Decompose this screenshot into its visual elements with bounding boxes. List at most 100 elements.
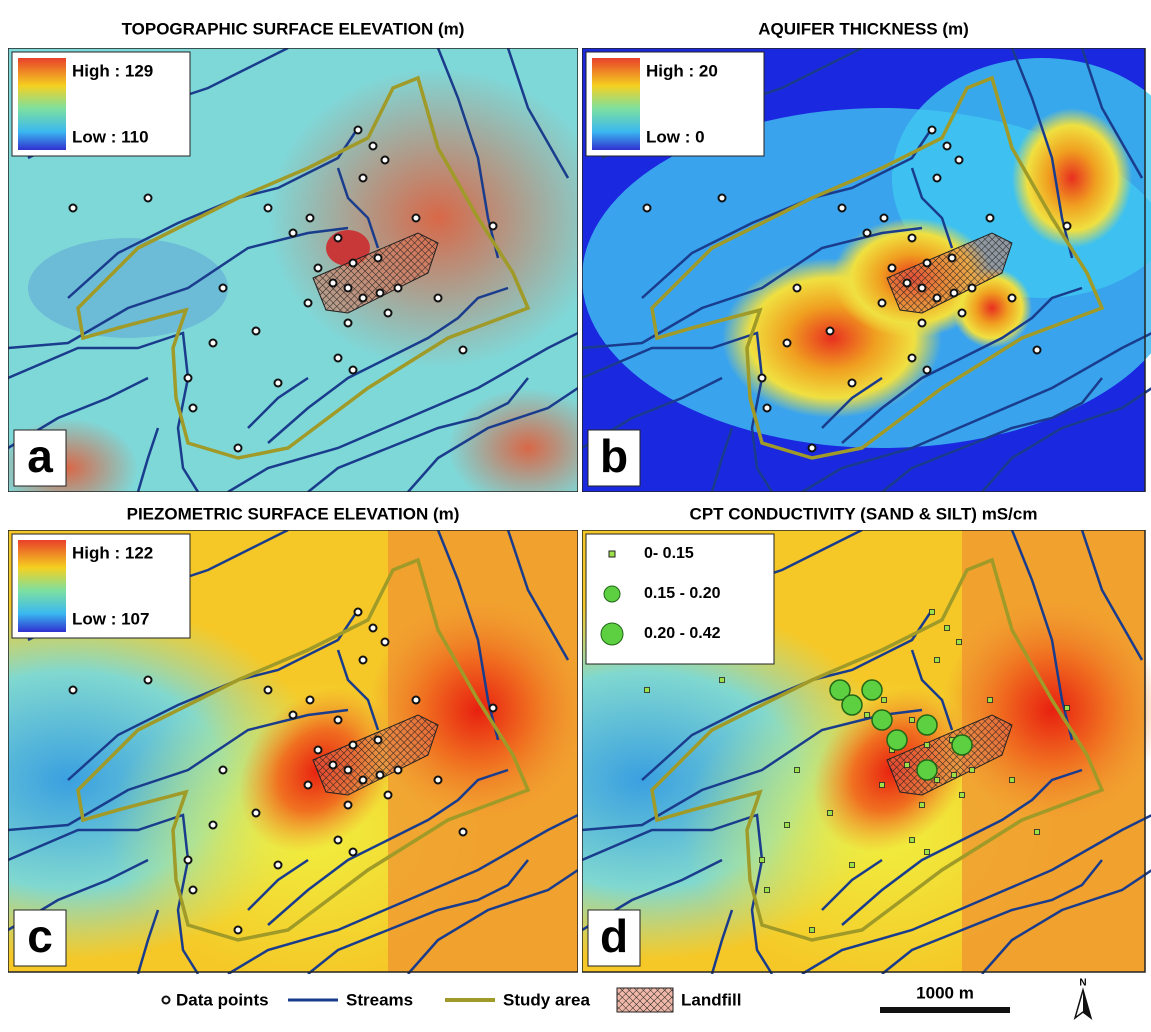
cpt-point [920, 803, 925, 808]
legend-label: Data points [176, 990, 269, 1009]
data-point [909, 235, 916, 242]
legend-label: Landfill [681, 990, 741, 1009]
data-point [275, 380, 282, 387]
data-point [355, 609, 362, 616]
panel-letter: a [27, 430, 53, 482]
class-label: 0.15 - 0.20 [644, 585, 721, 602]
data-point [382, 639, 389, 646]
data-point [360, 777, 367, 784]
data-point [335, 837, 342, 844]
data-point [413, 697, 420, 704]
data-point [305, 782, 312, 789]
cpt-point-large [872, 710, 892, 730]
north-label: N [1079, 978, 1086, 989]
data-point [490, 705, 497, 712]
data-point [70, 687, 77, 694]
data-point [350, 260, 357, 267]
data-point [849, 380, 856, 387]
panel-letter: b [600, 430, 628, 482]
cpt-point [960, 793, 965, 798]
panel-title: AQUIFER THICKNESS (m) [758, 19, 969, 38]
data-point [1034, 347, 1041, 354]
data-point [345, 802, 352, 809]
data-point [827, 328, 834, 335]
data-point [1009, 295, 1016, 302]
data-point [809, 445, 816, 452]
data-point [879, 300, 886, 307]
panel-title: TOPOGRAPHIC SURFACE ELEVATION (m) [122, 19, 465, 38]
data-point [413, 215, 420, 222]
cpt-point [1065, 706, 1070, 711]
class-symbol [609, 551, 615, 557]
data-point [185, 375, 192, 382]
data-point [290, 230, 297, 237]
cpt-point [952, 773, 957, 778]
class-symbol [601, 623, 623, 645]
data-point [881, 215, 888, 222]
data-point [235, 445, 242, 452]
class-label: 0- 0.15 [644, 545, 694, 562]
data-point [220, 285, 227, 292]
legend-low: Low : 110 [72, 127, 149, 146]
data-point [305, 300, 312, 307]
figure: TOPOGRAPHIC SURFACE ELEVATION (m) High : … [0, 0, 1151, 1032]
cpt-point [882, 698, 887, 703]
data-point [345, 285, 352, 292]
cpt-point [645, 688, 650, 693]
panel-title: CPT CONDUCTIVITY (SAND & SILT) mS/cm [690, 504, 1038, 523]
data-point [375, 737, 382, 744]
data-point [460, 347, 467, 354]
cpt-point [785, 823, 790, 828]
cpt-point-large [842, 695, 862, 715]
data-point [253, 328, 260, 335]
data-point [253, 810, 260, 817]
color-ramp [18, 58, 66, 150]
data-point [864, 230, 871, 237]
data-point [377, 290, 384, 297]
legend-low: Low : 0 [646, 127, 705, 146]
color-ramp [18, 540, 66, 632]
legend-high: High : 129 [72, 61, 153, 80]
data-point [839, 205, 846, 212]
data-point [460, 829, 467, 836]
data-point [220, 767, 227, 774]
legend-low: Low : 107 [72, 609, 149, 628]
cpt-point-large [917, 760, 937, 780]
cpt-point [828, 811, 833, 816]
data-point [335, 717, 342, 724]
data-point [355, 127, 362, 134]
cpt-point [720, 678, 725, 683]
data-point [210, 822, 217, 829]
data-point [185, 857, 192, 864]
data-point [360, 175, 367, 182]
data-point [385, 792, 392, 799]
panel-title: PIEZOMETRIC SURFACE ELEVATION (m) [127, 504, 460, 523]
data-point [435, 777, 442, 784]
data-point [934, 175, 941, 182]
data-point [395, 767, 402, 774]
data-point [889, 265, 896, 272]
data-point [335, 235, 342, 242]
cpt-point [957, 640, 962, 645]
legend-high: High : 122 [72, 543, 153, 562]
data-point [377, 772, 384, 779]
cpt-point [935, 778, 940, 783]
map-panel: TOPOGRAPHIC SURFACE ELEVATION (m) High : … [0, 19, 608, 518]
cpt-point [795, 768, 800, 773]
page: {"panels":[ {"title":"TOPOGRAPHIC SURFAC… [0, 0, 1151, 1032]
data-point [759, 375, 766, 382]
data-point [395, 285, 402, 292]
cpt-point [935, 658, 940, 663]
cpt-point [760, 858, 765, 863]
surface-high [268, 68, 608, 368]
data-point [1064, 223, 1071, 230]
map-panel: AQUIFER THICKNESS (m)High : 20Low : 0b [582, 19, 1151, 492]
data-point [909, 355, 916, 362]
data-point [794, 285, 801, 292]
data-point [360, 657, 367, 664]
data-point [919, 285, 926, 292]
data-point [265, 205, 272, 212]
data-point [307, 215, 314, 222]
class-label: 0.20 - 0.42 [644, 625, 721, 642]
data-point [70, 205, 77, 212]
